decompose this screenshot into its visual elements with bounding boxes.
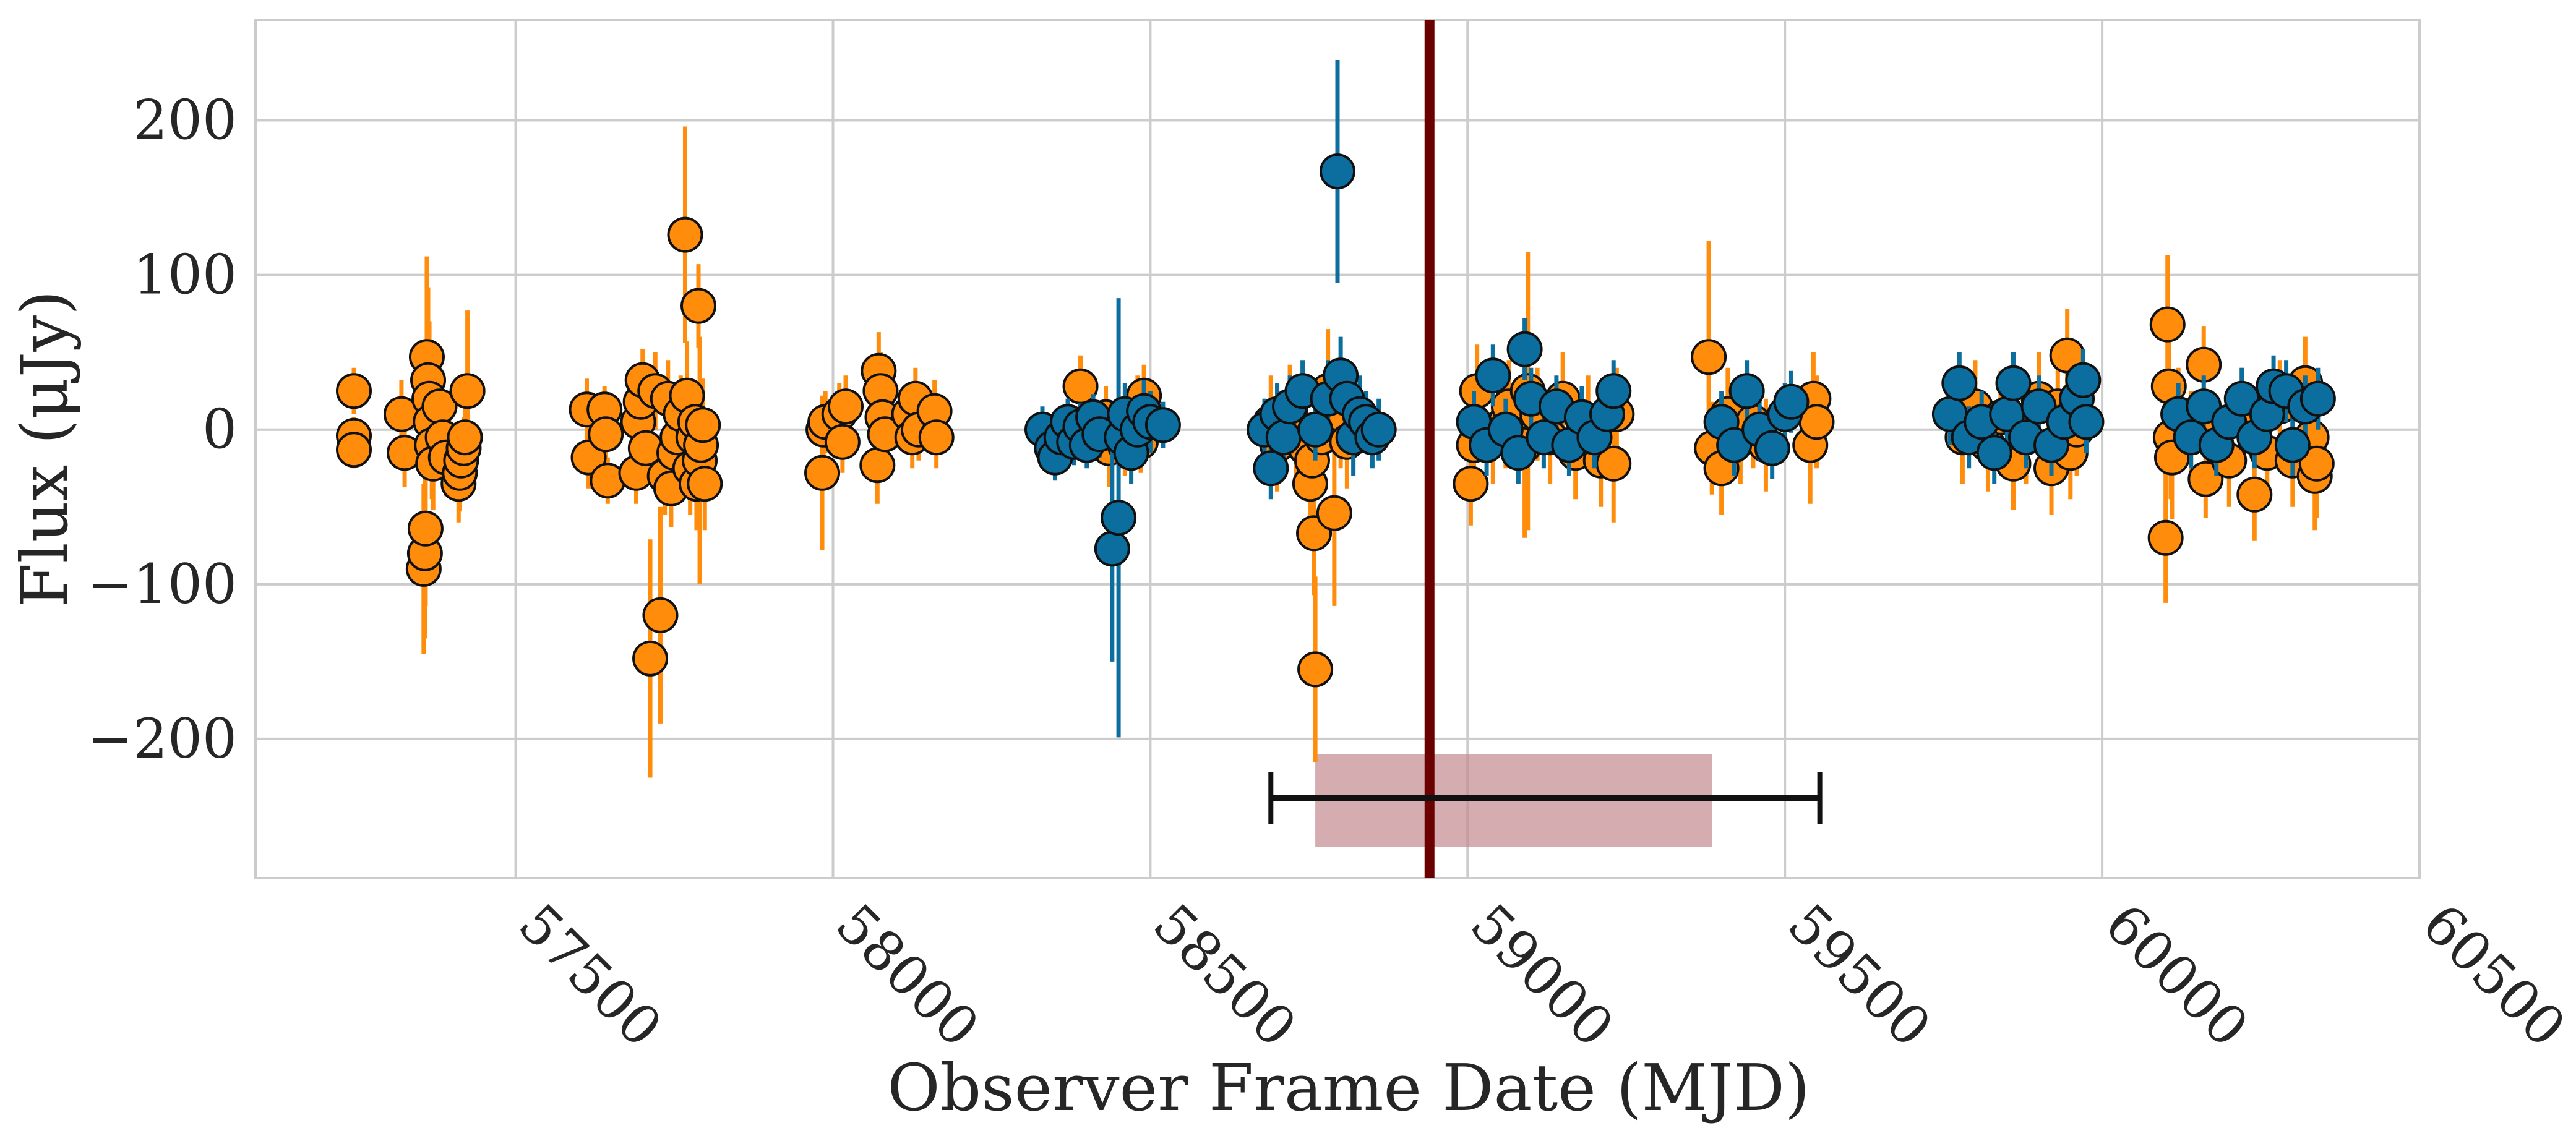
y-axis-title: Flux (μJy) bbox=[7, 290, 82, 607]
data-point bbox=[918, 419, 955, 456]
y-tick-label: 200 bbox=[133, 88, 237, 152]
data-point bbox=[828, 388, 864, 425]
data-point bbox=[1360, 411, 1397, 448]
data-point bbox=[2299, 380, 2336, 417]
data-point bbox=[2236, 476, 2273, 513]
data-point bbox=[2298, 445, 2335, 482]
data-point bbox=[859, 447, 896, 484]
data-point bbox=[667, 216, 703, 253]
data-point bbox=[2149, 306, 2186, 343]
data-point bbox=[642, 597, 679, 633]
data-point bbox=[1475, 357, 1511, 394]
data-point bbox=[1506, 331, 1543, 367]
data-point bbox=[2187, 461, 2224, 497]
data-point bbox=[2065, 362, 2102, 398]
y-tick-label: −100 bbox=[87, 552, 237, 616]
overlay-layer bbox=[1268, 20, 1823, 878]
data-point bbox=[687, 466, 723, 502]
data-point bbox=[1144, 407, 1181, 443]
series-group bbox=[1024, 60, 2336, 738]
x-axis-title: Observer Frame Date (MJD) bbox=[887, 1050, 1810, 1125]
data-point bbox=[1316, 495, 1352, 531]
data-point bbox=[447, 419, 483, 456]
y-tick-label: 100 bbox=[133, 243, 237, 307]
data-point bbox=[685, 407, 721, 443]
data-point bbox=[804, 455, 841, 491]
data-point bbox=[680, 288, 717, 324]
data-point bbox=[588, 416, 624, 453]
y-tick-labels: 200 100 0 −100 −200 bbox=[87, 88, 237, 771]
shaded-band bbox=[1315, 754, 1712, 847]
data-point bbox=[1773, 383, 1810, 420]
data-point bbox=[632, 640, 669, 677]
data-point bbox=[824, 424, 861, 460]
data-point bbox=[1297, 651, 1334, 688]
data-point bbox=[1320, 153, 1355, 190]
data-point bbox=[1062, 368, 1099, 404]
data-point bbox=[1453, 466, 1489, 502]
data-point bbox=[2068, 404, 2105, 440]
data-point bbox=[2147, 519, 2184, 556]
data-point bbox=[1995, 365, 2032, 401]
data-point bbox=[407, 510, 444, 547]
data-point bbox=[1754, 430, 1790, 466]
data-point bbox=[336, 373, 372, 409]
data-point bbox=[449, 373, 486, 409]
data-point bbox=[1728, 373, 1765, 409]
data-point bbox=[2274, 427, 2311, 463]
data-point bbox=[1691, 339, 1727, 375]
y-tick-label: 0 bbox=[202, 398, 237, 461]
shaded-band-layer bbox=[1315, 754, 1712, 847]
data-point bbox=[1094, 531, 1130, 567]
data-series-layer bbox=[336, 60, 2336, 778]
data-point bbox=[1101, 500, 1137, 536]
data-point bbox=[1595, 373, 1632, 409]
data-point bbox=[1297, 411, 1334, 448]
y-tick-label: −200 bbox=[87, 707, 237, 771]
data-point bbox=[1595, 445, 1632, 482]
data-point bbox=[336, 432, 372, 468]
data-point bbox=[1941, 365, 1978, 401]
data-point bbox=[1976, 435, 2012, 471]
plot-frame bbox=[254, 19, 2421, 879]
data-point bbox=[1253, 450, 1289, 487]
data-point bbox=[1265, 419, 1302, 456]
